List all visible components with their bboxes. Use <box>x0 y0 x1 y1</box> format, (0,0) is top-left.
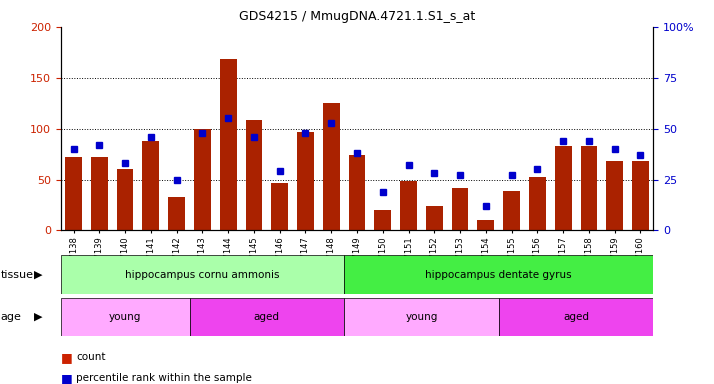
Text: hippocampus cornu ammonis: hippocampus cornu ammonis <box>125 270 280 280</box>
Text: ▶: ▶ <box>34 270 43 280</box>
Bar <box>169 197 185 230</box>
Bar <box>271 182 288 230</box>
Bar <box>374 210 391 230</box>
Text: young: young <box>406 312 438 322</box>
Text: ▶: ▶ <box>34 312 43 322</box>
Bar <box>116 169 134 230</box>
Text: tissue: tissue <box>1 270 34 280</box>
Text: age: age <box>1 312 21 322</box>
Bar <box>344 298 498 336</box>
Text: GDS4215 / MmugDNA.4721.1.S1_s_at: GDS4215 / MmugDNA.4721.1.S1_s_at <box>239 10 475 23</box>
Text: ■: ■ <box>61 372 72 384</box>
Text: young: young <box>109 312 141 322</box>
Bar <box>529 177 545 230</box>
Text: aged: aged <box>563 312 589 322</box>
Text: ■: ■ <box>61 351 72 364</box>
Text: hippocampus dentate gyrus: hippocampus dentate gyrus <box>426 270 572 280</box>
Bar <box>61 255 344 294</box>
Text: count: count <box>76 352 106 362</box>
Bar <box>632 161 649 230</box>
Bar <box>220 60 236 230</box>
Bar <box>194 129 211 230</box>
Bar <box>65 157 82 230</box>
Bar <box>606 161 623 230</box>
Bar <box>580 146 598 230</box>
Bar <box>478 220 494 230</box>
Bar <box>143 141 159 230</box>
Bar <box>189 298 344 336</box>
Bar <box>61 298 189 336</box>
Bar <box>246 121 262 230</box>
Bar <box>498 298 653 336</box>
Bar <box>426 206 443 230</box>
Bar <box>348 155 366 230</box>
Bar <box>297 132 314 230</box>
Bar <box>323 103 340 230</box>
Bar <box>452 188 468 230</box>
Bar <box>91 157 108 230</box>
Text: aged: aged <box>253 312 280 322</box>
Bar <box>503 191 520 230</box>
Bar <box>555 146 571 230</box>
Bar <box>344 255 653 294</box>
Bar <box>400 180 417 230</box>
Text: percentile rank within the sample: percentile rank within the sample <box>76 373 252 383</box>
